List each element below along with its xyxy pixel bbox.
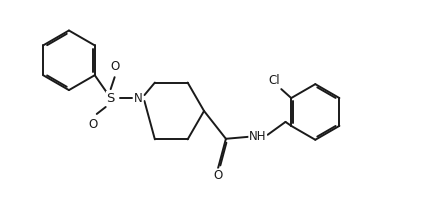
Text: Cl: Cl bbox=[268, 74, 280, 87]
Text: O: O bbox=[110, 60, 119, 73]
Text: O: O bbox=[214, 169, 222, 182]
Text: N: N bbox=[134, 92, 143, 105]
Text: S: S bbox=[106, 92, 115, 105]
Text: O: O bbox=[88, 118, 97, 131]
Text: NH: NH bbox=[249, 130, 266, 143]
